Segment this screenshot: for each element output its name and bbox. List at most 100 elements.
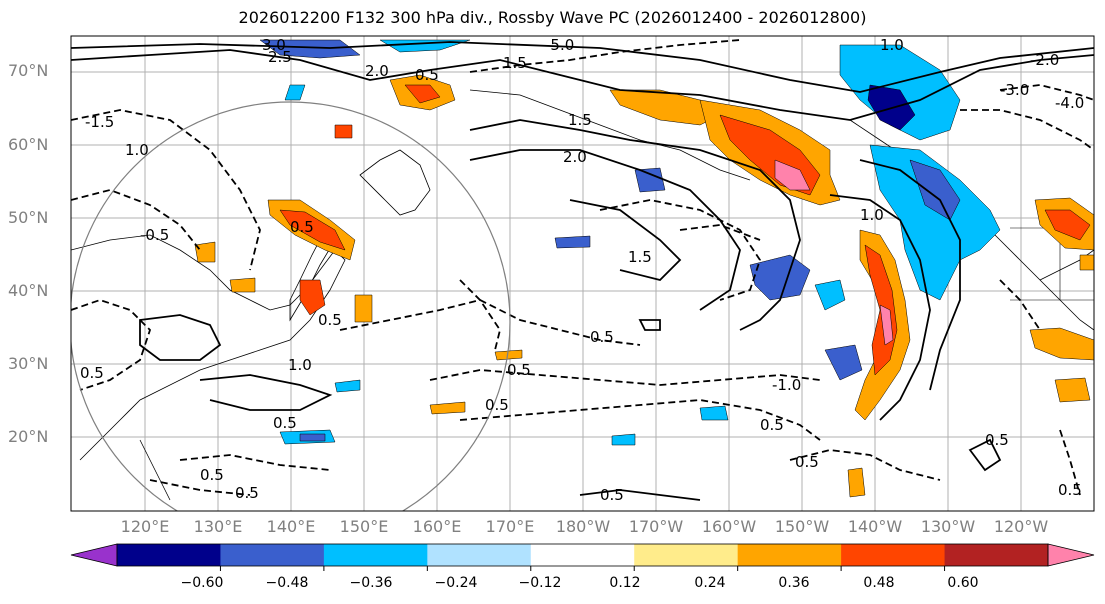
contour-label: 1.5: [628, 248, 652, 266]
lon-label: 120°W: [993, 517, 1049, 536]
contour-label: 2.0: [563, 148, 587, 166]
shade-blob: [554, 235, 591, 249]
contour-label: 0.5: [795, 453, 819, 471]
contour-label: 0.5: [760, 416, 784, 434]
contour-label: 1.0: [880, 36, 904, 54]
colorbar-tick-label: 0.60: [947, 575, 979, 591]
shade-blob: [194, 241, 216, 263]
shade-blob: [749, 254, 811, 301]
colorbar-tick-label: 0.12: [609, 575, 641, 591]
colorbar-frame: [116, 543, 1049, 567]
contour-label: -2.0: [1030, 51, 1059, 69]
lat-label-50n: 50°N: [8, 208, 49, 227]
contour-label: 0.5: [985, 431, 1009, 449]
shade-blob: [814, 279, 846, 311]
reference-circle: [71, 101, 511, 511]
shade-blob: [299, 433, 326, 442]
shade-blob: [334, 379, 361, 393]
contour-label: 0.5: [80, 364, 104, 382]
contour-label: 0.5: [590, 328, 614, 346]
lat-label-60n: 60°N: [8, 135, 49, 154]
lon-label: 180°W: [555, 517, 611, 536]
contour-label: 3.0: [262, 36, 286, 54]
shade-blob: [404, 84, 441, 104]
colorbar-cell: [737, 544, 842, 566]
shade-blob: [429, 401, 466, 415]
colorbar-left-extension: [70, 543, 118, 567]
lon-label: 170°W: [628, 517, 684, 536]
lat-label-20n: 20°N: [8, 427, 49, 446]
lat-label-70n: 70°N: [8, 61, 49, 80]
contour-label: 2.0: [365, 62, 389, 80]
contour-label: 0.5: [415, 66, 439, 84]
contour-label: -3.0: [1000, 81, 1029, 99]
colorbar-tick-label: −0.60: [180, 575, 224, 591]
shade-blob: [879, 304, 894, 346]
shade-blob: [909, 159, 961, 221]
lon-label: 130°E: [193, 517, 243, 536]
contour-label: 0.5: [235, 484, 259, 502]
contour-label: -5.0: [545, 36, 574, 54]
lon-label: 150°W: [774, 517, 830, 536]
lon-label: 160°W: [701, 517, 757, 536]
shade-blob: [634, 167, 666, 193]
shade-blob: [824, 344, 863, 381]
contour-label: 0.5: [318, 311, 342, 329]
colorbar-right-extension: [1047, 543, 1095, 567]
contour-label: -1.5: [85, 113, 114, 131]
lon-label: 120°E: [120, 517, 170, 536]
lon-label: 160°E: [412, 517, 462, 536]
colorbar-cell: [323, 544, 428, 566]
contour-label: -0.5: [140, 226, 169, 244]
shade-blob: [611, 433, 636, 446]
shade-blob: [229, 277, 256, 293]
colorbar-tick-label: −0.12: [518, 575, 562, 591]
shade-blob: [494, 349, 523, 361]
lon-label: 140°E: [266, 517, 316, 536]
shade-blob: [259, 39, 361, 59]
contour-label: 0.5: [1058, 481, 1082, 499]
contour-label: 0.5: [485, 396, 509, 414]
lon-label: 170°E: [485, 517, 535, 536]
shade-blob: [1054, 377, 1091, 403]
shade-blob: [1044, 209, 1091, 241]
contour-label: 0.5: [273, 414, 297, 432]
colorbar-tick-label: 0.36: [778, 575, 810, 591]
shade-blob: [1029, 327, 1094, 361]
lon-label: 130°W: [920, 517, 976, 536]
colorbar: [70, 543, 1095, 571]
colorbar-cell: [841, 544, 946, 566]
contour-labels: 3.0 2.5 2.0 1.5 1.0 0.5 -0.5 -1.0 -1.5 -…: [80, 36, 1084, 504]
contour-label: 0.5: [507, 361, 531, 379]
contour-label: 1.0: [125, 141, 149, 159]
colorbar-tick-label: 0.48: [863, 575, 895, 591]
colorbar-cell: [427, 544, 532, 566]
contour-label: 1.0: [288, 356, 312, 374]
contour-label: 0.5: [600, 486, 624, 504]
colorbar-cell: [944, 544, 1049, 566]
shade-blob: [334, 124, 353, 139]
colorbar-tick-label: 0.24: [694, 575, 726, 591]
shade-blob: [299, 279, 326, 316]
shade-blob: [284, 84, 306, 101]
colorbar-cell: [220, 544, 325, 566]
contour-label: 0.5: [200, 466, 224, 484]
contour-label: -4.0: [1055, 94, 1084, 112]
lon-label: 150°E: [339, 517, 389, 536]
contour-label: 1.5: [503, 54, 527, 72]
colorbar-tick-label: −0.36: [349, 575, 393, 591]
shade-blob: [847, 467, 866, 498]
lon-label: 140°W: [847, 517, 903, 536]
shade-blob: [774, 159, 811, 191]
shade-blob: [699, 405, 729, 421]
contour-label: 1.0: [860, 206, 884, 224]
shade-blob: [279, 209, 346, 251]
contour-label: 1.5: [568, 111, 592, 129]
map-border: [70, 35, 1095, 512]
colorbar-cell: [117, 544, 221, 566]
map-title: 2026012200 F132 300 hPa div., Rossby Wav…: [238, 8, 867, 27]
contour-label: 0.5: [290, 218, 314, 236]
shade-blob: [1079, 254, 1094, 271]
lat-label-40n: 40°N: [8, 281, 49, 300]
